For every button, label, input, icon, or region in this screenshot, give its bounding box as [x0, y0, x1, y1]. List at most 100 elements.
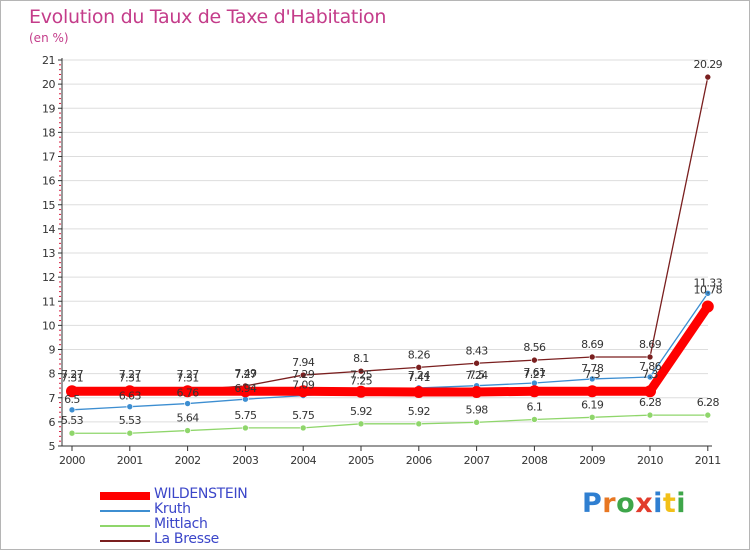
data-label-wildenstein: 7.27 — [119, 368, 142, 381]
data-label-kruth: 6.76 — [177, 387, 200, 400]
data-label-mittlach: 6.19 — [581, 398, 604, 411]
y-tick-label: 16 — [42, 175, 55, 188]
x-tick-label: 2006 — [406, 454, 432, 467]
x-tick-label: 2007 — [464, 454, 490, 467]
legend-swatch-wildenstein — [100, 492, 150, 500]
data-point-mittlach — [184, 427, 191, 434]
data-label-la-bresse: 7.31 — [177, 371, 199, 384]
data-point-wildenstein — [528, 385, 541, 398]
data-label-mittlach: 5.98 — [466, 403, 489, 416]
data-label-mittlach: 5.53 — [61, 414, 84, 427]
data-point-mittlach — [299, 424, 307, 432]
y-tick-label: 14 — [42, 223, 55, 236]
chart-subtitle: (en %) — [29, 31, 69, 45]
logo-letter: P — [582, 488, 603, 519]
data-label-la-bresse: 8.69 — [639, 338, 662, 351]
proxiti-logo: Proxiti — [582, 488, 686, 519]
legend-label-la-bresse: La Bresse — [154, 531, 219, 547]
y-tick-label: 11 — [42, 295, 55, 308]
data-label-la-bresse: 8.56 — [523, 341, 546, 354]
data-label-wildenstein: 7.24 — [466, 369, 489, 382]
data-point-wildenstein — [66, 385, 78, 398]
y-tick-label: 13 — [42, 247, 55, 260]
x-tick-label: 2003 — [232, 454, 258, 467]
data-label-mittlach: 5.64 — [177, 412, 200, 425]
data-point-wildenstein — [181, 385, 194, 398]
logo-letter: r — [602, 488, 617, 519]
legend-label-mittlach: Mittlach — [154, 516, 208, 532]
chart-title: Evolution du Taux de Taxe d'Habitation — [29, 6, 387, 28]
y-tick-label: 17 — [42, 151, 55, 164]
x-tick-label: 2011 — [695, 454, 721, 467]
x-tick-label: 2000 — [59, 454, 85, 467]
data-point-wildenstein — [412, 385, 425, 398]
y-tick-label: 12 — [42, 271, 55, 284]
data-point-mittlach — [126, 429, 134, 437]
data-point-kruth — [646, 373, 654, 381]
data-point-wildenstein — [644, 385, 656, 398]
data-point-la-bresse — [473, 359, 480, 367]
data-label-kruth: 6.94 — [234, 382, 257, 395]
data-label-kruth: 6.5 — [64, 393, 80, 406]
legend-swatch-mittlach — [100, 525, 150, 527]
legend-swatch-kruth — [100, 510, 150, 512]
data-label-mittlach: 5.53 — [119, 414, 142, 427]
x-tick-label: 2002 — [175, 454, 201, 467]
data-label-mittlach: 5.92 — [350, 405, 372, 418]
y-tick-label: 8 — [49, 368, 56, 381]
data-label-la-bresse: 8.43 — [466, 344, 489, 357]
data-point-wildenstein — [239, 385, 252, 398]
data-label-mittlach: 6.28 — [639, 396, 662, 409]
data-point-la-bresse — [646, 353, 654, 361]
data-label-wildenstein: 7.27 — [61, 368, 84, 381]
data-label-la-bresse: 7.94 — [292, 356, 315, 369]
data-label-la-bresse: 20.29 — [694, 58, 723, 71]
data-point-mittlach — [531, 416, 538, 423]
data-point-mittlach — [357, 420, 365, 428]
data-label-kruth: 7.09 — [292, 379, 315, 392]
y-tick-label: 9 — [49, 344, 56, 357]
data-label-kruth: 7.78 — [581, 362, 604, 375]
data-point-mittlach — [704, 411, 712, 419]
x-tick-label: 2004 — [290, 454, 316, 467]
data-label-kruth: 11.33 — [694, 276, 723, 289]
data-label-wildenstein: 7.24 — [408, 369, 431, 382]
data-label-kruth: 6.63 — [119, 390, 142, 403]
data-label-mittlach: 6.1 — [527, 400, 543, 413]
y-tick-label: 5 — [49, 440, 56, 453]
data-label-wildenstein: 7.3 — [642, 368, 658, 381]
data-label-wildenstein: 7.27 — [523, 368, 546, 381]
data-label-kruth: 7.41 — [408, 371, 430, 384]
x-tick-label: 2010 — [637, 454, 663, 467]
data-point-mittlach — [242, 424, 249, 432]
x-tick-label: 2009 — [579, 454, 605, 467]
data-point-la-bresse — [531, 356, 538, 364]
data-label-wildenstein: 7.29 — [292, 368, 315, 381]
y-tick-label: 19 — [42, 102, 55, 115]
logo-letter: i — [676, 488, 687, 519]
data-point-mittlach — [415, 420, 423, 428]
data-label-kruth: 7.86 — [639, 360, 662, 373]
data-point-kruth — [68, 406, 76, 414]
data-point-la-bresse — [357, 367, 365, 375]
data-point-mittlach — [646, 411, 654, 419]
data-point-la-bresse — [415, 364, 423, 371]
y-tick-label: 18 — [42, 126, 55, 139]
data-point-kruth — [704, 289, 712, 297]
data-label-wildenstein: 7.27 — [177, 368, 200, 381]
legend-swatch-la-bresse — [100, 540, 150, 542]
data-point-mittlach — [588, 413, 596, 421]
legend-label-kruth: Kruth — [154, 501, 191, 517]
data-label-wildenstein: 7.3 — [584, 368, 600, 381]
data-point-kruth — [184, 400, 191, 407]
data-point-wildenstein — [123, 385, 136, 398]
logo-letter: o — [616, 488, 636, 519]
y-tick-label: 15 — [42, 199, 55, 212]
data-point-la-bresse — [588, 353, 596, 361]
y-tick-label: 6 — [49, 416, 56, 429]
data-label-mittlach: 5.92 — [408, 405, 430, 418]
data-label-la-bresse: 7.31 — [61, 371, 83, 384]
data-label-la-bresse: 7.49 — [234, 367, 257, 380]
data-point-mittlach — [68, 429, 76, 437]
